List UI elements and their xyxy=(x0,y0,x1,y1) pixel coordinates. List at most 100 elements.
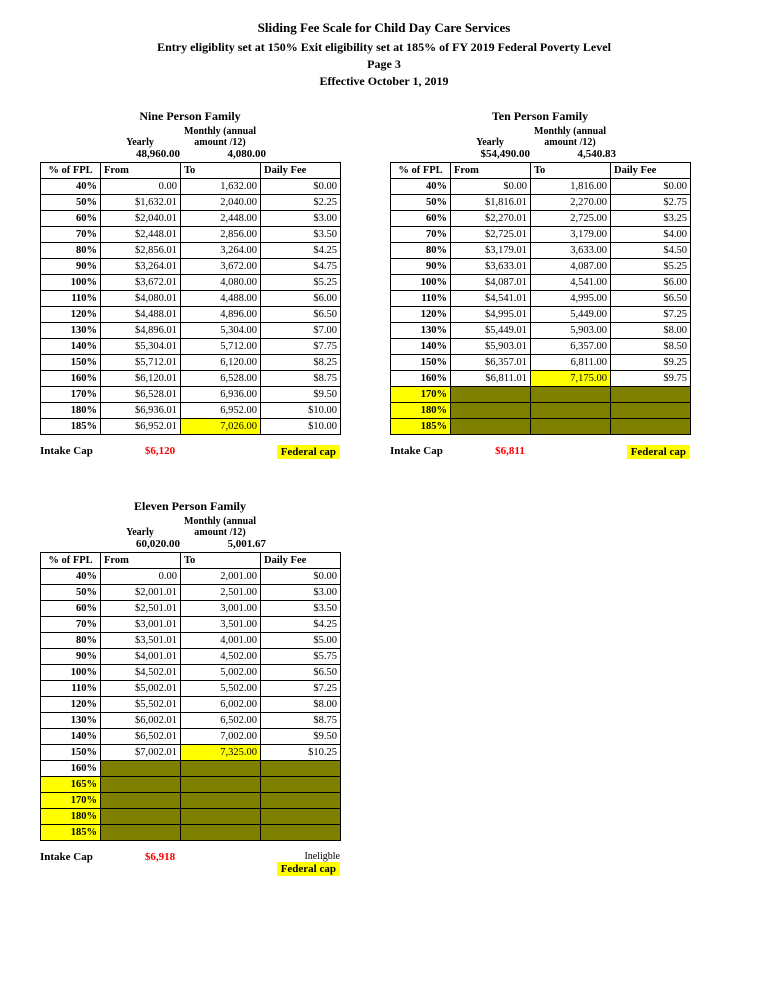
col-fee: Daily Fee xyxy=(611,163,691,179)
table-row: 170% xyxy=(391,387,691,403)
cell-to: 3,672.00 xyxy=(181,259,261,275)
table-row: 120%$5,502.016,002.00$8.00 xyxy=(41,697,341,713)
table-row: 110%$5,002.015,502.00$7.25 xyxy=(41,681,341,697)
cell-to xyxy=(181,793,261,809)
cell-fee: $8.25 xyxy=(261,355,341,371)
col-from: From xyxy=(101,163,181,179)
table-row: 100%$3,672.014,080.00$5.25 xyxy=(41,275,341,291)
table-row: 150%$6,357.016,811.00$9.25 xyxy=(391,355,691,371)
table-row: 185% xyxy=(41,825,341,841)
cell-pct: 110% xyxy=(391,291,451,307)
cell-to: 4,541.00 xyxy=(531,275,611,291)
cell-fee xyxy=(611,419,691,435)
cell-fee: $5.25 xyxy=(611,259,691,275)
table-row: 165% xyxy=(41,777,341,793)
monthly-value: 4,080.00 xyxy=(186,148,272,160)
table-row: 150%$5,712.016,120.00$8.25 xyxy=(41,355,341,371)
cell-to: 6,002.00 xyxy=(181,697,261,713)
cell-from: 0.00 xyxy=(101,179,181,195)
cell-fee: $5.25 xyxy=(261,275,341,291)
cell-pct: 150% xyxy=(41,745,101,761)
table-row: 130%$5,449.015,903.00$8.00 xyxy=(391,323,691,339)
cell-fee: $4.25 xyxy=(261,243,341,259)
tables-row: Nine Person FamilyYearlyMonthly (annual … xyxy=(40,109,728,459)
cell-to: 1,632.00 xyxy=(181,179,261,195)
cell-fee: $2.25 xyxy=(261,195,341,211)
cell-pct: 70% xyxy=(391,227,451,243)
cell-fee: $3.50 xyxy=(261,227,341,243)
table-row: 50%$1,632.012,040.00$2.25 xyxy=(41,195,341,211)
table-row: 160%$6,811.017,175.00$9.75 xyxy=(391,371,691,387)
cell-fee: $2.75 xyxy=(611,195,691,211)
cell-fee: $7.00 xyxy=(261,323,341,339)
cell-to: 2,270.00 xyxy=(531,195,611,211)
table-footer: Intake Cap$6,918IneligbleFederal cap xyxy=(40,851,340,876)
fee-table-block: Ten Person FamilyYearlyMonthly (annual a… xyxy=(390,109,690,459)
yearly-label: Yearly xyxy=(450,137,530,148)
cell-to: 6,528.00 xyxy=(181,371,261,387)
cell-from xyxy=(451,419,531,435)
tables-row: Eleven Person FamilyYearlyMonthly (annua… xyxy=(40,499,728,876)
col-from: From xyxy=(451,163,531,179)
col-to: To xyxy=(531,163,611,179)
table-subhead: YearlyMonthly (annual amount /12) xyxy=(390,126,690,148)
cell-to: 4,001.00 xyxy=(181,633,261,649)
cell-from: $1,632.01 xyxy=(101,195,181,211)
cell-pct: 110% xyxy=(41,681,101,697)
col-pct: % of FPL xyxy=(41,553,101,569)
cell-fee: $6.50 xyxy=(261,665,341,681)
cell-fee xyxy=(261,793,341,809)
table-row: 80%$3,501.014,001.00$5.00 xyxy=(41,633,341,649)
cell-pct: 60% xyxy=(41,601,101,617)
cell-from: $5,502.01 xyxy=(101,697,181,713)
cell-fee: $8.75 xyxy=(261,713,341,729)
table-row: 80%$3,179.013,633.00$4.50 xyxy=(391,243,691,259)
cell-to: 1,816.00 xyxy=(531,179,611,195)
cell-from: $6,357.01 xyxy=(451,355,531,371)
cell-pct: 90% xyxy=(41,259,101,275)
cell-fee: $8.75 xyxy=(261,371,341,387)
cell-to: 6,952.00 xyxy=(181,403,261,419)
cell-to: 4,080.00 xyxy=(181,275,261,291)
table-row: 80%$2,856.013,264.00$4.25 xyxy=(41,243,341,259)
fee-table-block: Nine Person FamilyYearlyMonthly (annual … xyxy=(40,109,340,459)
table-row: 185%$6,952.017,026.00$10.00 xyxy=(41,419,341,435)
yearly-label: Yearly xyxy=(100,527,180,538)
cell-to: 4,502.00 xyxy=(181,649,261,665)
cell-pct: 160% xyxy=(391,371,451,387)
cell-to: 5,502.00 xyxy=(181,681,261,697)
effective-date: Effective October 1, 2019 xyxy=(40,74,728,89)
cell-to: 7,175.00 xyxy=(531,371,611,387)
cell-fee xyxy=(261,777,341,793)
cell-fee xyxy=(611,387,691,403)
cell-from xyxy=(451,387,531,403)
cell-fee: $3.50 xyxy=(261,601,341,617)
cell-pct: 185% xyxy=(41,825,101,841)
monthly-value: 5,001.67 xyxy=(186,538,272,550)
cell-fee: $10.00 xyxy=(261,403,341,419)
table-row: 90%$3,264.013,672.00$4.75 xyxy=(41,259,341,275)
cell-to: 3,179.00 xyxy=(531,227,611,243)
cell-pct: 110% xyxy=(41,291,101,307)
cell-fee: $8.50 xyxy=(611,339,691,355)
cell-to xyxy=(181,825,261,841)
table-row: 140%$5,304.015,712.00$7.75 xyxy=(41,339,341,355)
cell-pct: 150% xyxy=(41,355,101,371)
table-subhead: YearlyMonthly (annual amount /12) xyxy=(40,516,340,538)
cell-fee: $6.00 xyxy=(261,291,341,307)
cell-from: $2,040.01 xyxy=(101,211,181,227)
cell-fee: $10.00 xyxy=(261,419,341,435)
cell-from: $3,001.01 xyxy=(101,617,181,633)
federal-cap-label: Federal cap xyxy=(277,862,340,876)
cell-from: $5,304.01 xyxy=(101,339,181,355)
cell-from: $4,087.01 xyxy=(451,275,531,291)
cell-fee: $10.25 xyxy=(261,745,341,761)
fee-table: % of FPLFromToDaily Fee40%0.002,001.00$0… xyxy=(40,552,341,841)
subtitle: Entry eligiblity set at 150% Exit eligib… xyxy=(40,40,728,55)
cell-from: $7,002.01 xyxy=(101,745,181,761)
cell-to: 3,633.00 xyxy=(531,243,611,259)
cell-pct: 130% xyxy=(391,323,451,339)
col-from: From xyxy=(101,553,181,569)
table-row: 185% xyxy=(391,419,691,435)
intake-cap-value: $6,120 xyxy=(120,445,200,457)
